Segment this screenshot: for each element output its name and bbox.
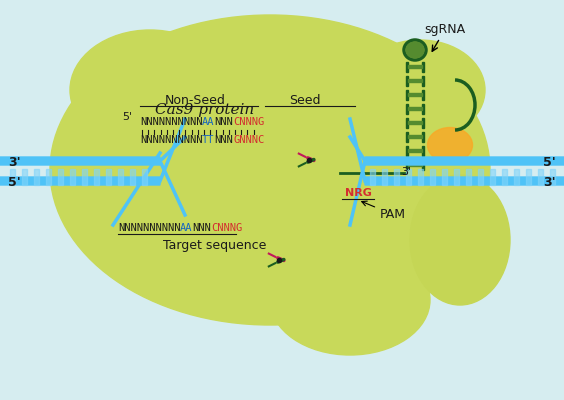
Bar — [422, 104, 424, 114]
Text: Non-Seed: Non-Seed — [165, 94, 226, 106]
Text: AA: AA — [202, 117, 214, 127]
Bar — [526, 169, 531, 185]
Text: sgRNA: sgRNA — [425, 24, 465, 36]
Bar — [406, 104, 408, 114]
Bar — [408, 79, 422, 82]
Bar — [370, 169, 375, 185]
Bar — [34, 169, 39, 185]
Text: TT: TT — [202, 135, 214, 145]
FancyBboxPatch shape — [0, 157, 160, 165]
Ellipse shape — [270, 245, 430, 355]
Text: CNNNG: CNNNG — [211, 223, 243, 233]
Bar — [408, 65, 422, 68]
Bar — [58, 169, 63, 185]
Text: NNNNNNNNNN: NNNNNNNNNN — [140, 117, 202, 127]
Text: 3': 3' — [401, 167, 411, 177]
Bar — [408, 121, 422, 124]
Bar — [422, 146, 424, 156]
Bar — [454, 169, 459, 185]
Text: AA: AA — [180, 223, 192, 233]
Bar — [22, 169, 27, 185]
Text: NNNNNNNNNN: NNNNNNNNNN — [118, 223, 180, 233]
Bar — [406, 169, 411, 185]
FancyArrowPatch shape — [277, 258, 284, 260]
Text: 5': 5' — [543, 156, 556, 170]
Bar — [142, 169, 147, 185]
Ellipse shape — [410, 175, 510, 305]
Bar — [422, 76, 424, 86]
Bar — [466, 169, 471, 185]
Bar — [408, 163, 422, 166]
Ellipse shape — [406, 42, 424, 58]
Text: NNNNNNNNNN: NNNNNNNNNN — [140, 135, 202, 145]
Bar — [550, 169, 555, 185]
Bar — [82, 169, 87, 185]
Text: CNNNG: CNNNG — [233, 117, 265, 127]
Text: NNN: NNN — [192, 223, 211, 233]
Bar — [406, 146, 408, 156]
Bar — [408, 149, 422, 152]
Bar — [394, 169, 399, 185]
Text: Seed: Seed — [289, 94, 321, 106]
Ellipse shape — [50, 15, 490, 325]
Bar — [406, 118, 408, 128]
Bar — [408, 135, 422, 138]
Text: 3': 3' — [8, 156, 21, 170]
Bar — [514, 169, 519, 185]
Text: Cas9 protein: Cas9 protein — [155, 103, 254, 117]
Bar — [406, 132, 408, 142]
Text: 5': 5' — [8, 176, 21, 190]
Bar — [422, 62, 424, 72]
Bar — [10, 169, 15, 185]
Bar — [70, 169, 75, 185]
Bar — [538, 169, 543, 185]
Bar — [406, 62, 408, 72]
Text: GNNNC: GNNNC — [233, 135, 265, 145]
Bar — [430, 169, 435, 185]
Bar — [406, 76, 408, 86]
Bar — [130, 169, 135, 185]
Text: NNN: NNN — [214, 135, 233, 145]
Ellipse shape — [355, 40, 485, 140]
Bar — [442, 169, 447, 185]
Text: PAM: PAM — [362, 201, 406, 221]
FancyArrowPatch shape — [277, 260, 284, 262]
Bar — [406, 90, 408, 100]
Bar — [406, 160, 408, 170]
FancyBboxPatch shape — [0, 177, 160, 185]
Text: 5': 5' — [122, 112, 132, 122]
Text: NRG: NRG — [345, 188, 372, 198]
FancyBboxPatch shape — [365, 177, 564, 185]
Bar — [502, 169, 507, 185]
Bar — [118, 169, 123, 185]
Bar — [418, 169, 423, 185]
Bar — [408, 93, 422, 96]
Bar — [422, 90, 424, 100]
Text: 3': 3' — [543, 176, 556, 190]
Bar — [422, 160, 424, 170]
Bar — [408, 107, 422, 110]
Ellipse shape — [70, 30, 230, 150]
Bar — [478, 169, 483, 185]
Text: NNN: NNN — [214, 117, 233, 127]
Text: Target sequence: Target sequence — [164, 238, 267, 252]
Bar — [382, 169, 387, 185]
Ellipse shape — [428, 128, 473, 162]
FancyBboxPatch shape — [365, 157, 564, 165]
FancyArrowPatch shape — [308, 160, 314, 162]
Bar — [422, 132, 424, 142]
Bar — [490, 169, 495, 185]
Bar — [94, 169, 99, 185]
Bar — [422, 118, 424, 128]
FancyArrowPatch shape — [308, 158, 314, 160]
Bar — [106, 169, 111, 185]
Bar — [46, 169, 51, 185]
